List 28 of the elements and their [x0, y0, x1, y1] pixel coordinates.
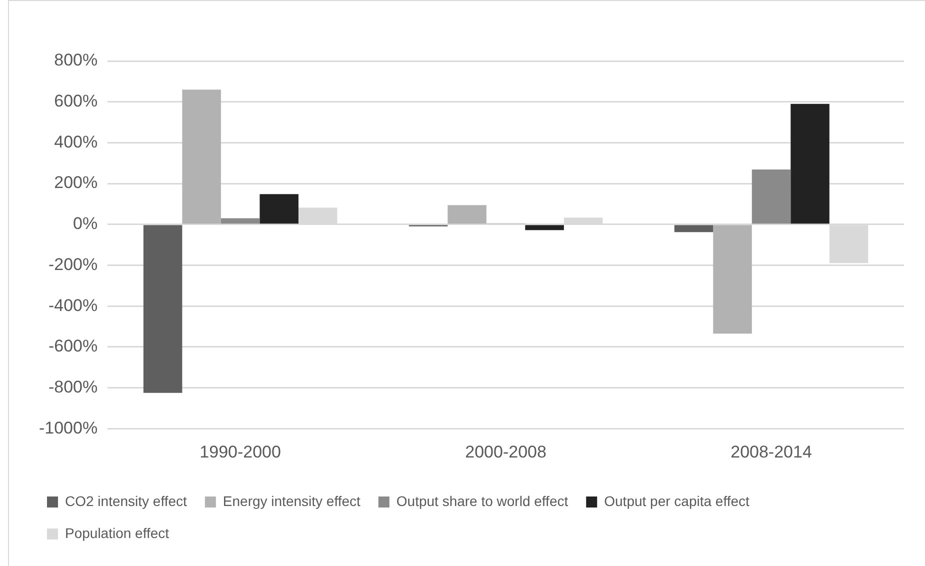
x-tick-label: 2008-2014: [730, 442, 812, 462]
bar: [182, 90, 221, 224]
x-tick-label: 1990-2000: [200, 442, 281, 462]
y-tick-label: -800%: [48, 377, 98, 396]
bar: [674, 225, 714, 232]
y-tick-label: -200%: [48, 254, 98, 274]
legend-label: CO2 intensity effect: [65, 492, 188, 509]
bar: [143, 225, 182, 393]
bar: [752, 169, 791, 224]
legend-label: Output per capita effect: [604, 492, 750, 509]
legend-label: Energy intensity effect: [222, 492, 361, 509]
y-tick-label: 600%: [54, 92, 98, 111]
legend-label: Output share to world effect: [396, 492, 568, 509]
y-tick-label: 800%: [54, 50, 98, 70]
bar: [525, 225, 564, 230]
bar: [448, 205, 486, 224]
bar: [713, 225, 752, 334]
bar: [220, 218, 260, 224]
y-tick-label: -600%: [48, 336, 98, 356]
y-tick-label: 200%: [54, 173, 98, 192]
y-tick-label: 0%: [73, 214, 98, 234]
legend-label: Population effect: [65, 524, 170, 541]
x-tick-label: 2000-2008: [465, 442, 546, 462]
bar: [260, 194, 298, 224]
y-tick-label: -1000%: [38, 418, 98, 438]
y-tick-label: 400%: [54, 132, 98, 152]
y-tick-label: -400%: [48, 296, 98, 315]
bar: [790, 104, 830, 224]
